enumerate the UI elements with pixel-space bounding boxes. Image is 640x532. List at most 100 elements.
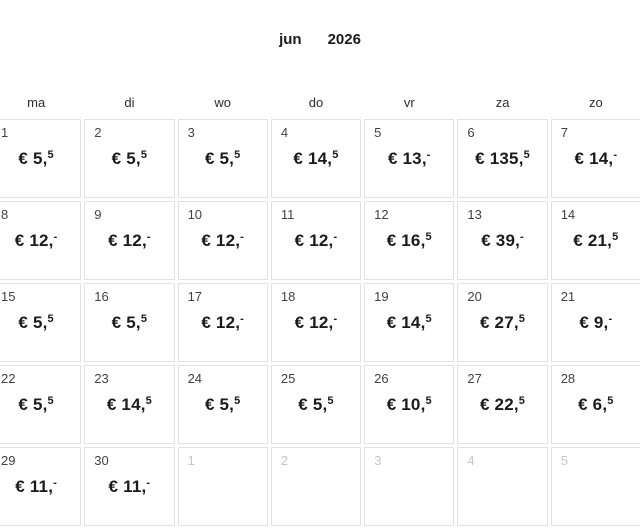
calendar-day-cell[interactable]: 25 € 5,5 [270,365,362,444]
day-number: 22 [1,371,16,386]
day-price-main: € 12, [294,231,334,250]
calendar-day-cell[interactable]: 18 € 12,- [270,283,362,362]
day-price-decimal: 5 [47,149,54,161]
calendar-day-cell[interactable]: 14 € 21,5 [550,201,640,280]
calendar-day-cell[interactable]: 2 € 5,5 [84,119,175,198]
day-price-main: € 39, [481,231,521,250]
day-price-decimal: 5 [140,313,148,325]
day-price-decimal: 5 [518,395,526,407]
day-price-main: € 9, [579,313,609,332]
day-price: € 5,5 [272,395,360,415]
calendar-day-cell[interactable]: 4 € 14,5 [270,119,362,198]
day-price-main: € 6, [578,395,608,414]
day-number: 2 [280,453,289,468]
day-price: € 5,5 [85,313,173,333]
calendar-day-cell[interactable]: 11 € 12,- [270,201,362,280]
calendar-day-cell[interactable]: 19 € 14,5 [364,283,455,362]
day-number: 17 [187,289,203,304]
calendar-day-cell[interactable]: 6 € 135,5 [457,119,548,198]
day-number: 21 [560,289,576,304]
calendar-day-cell[interactable]: 15 € 5,5 [0,283,82,362]
calendar-day-cell[interactable]: 17 € 12,- [177,283,268,362]
day-price: € 12,- [85,231,173,251]
day-price-decimal: - [426,149,431,161]
day-price-main: € 5, [18,149,48,168]
day-price: € 5,5 [0,149,80,169]
day-price-main: € 5, [18,395,48,414]
calendar-day-cell[interactable]: 16 € 5,5 [84,283,175,362]
calendar-day-cell[interactable]: 29 € 11,- [0,447,82,526]
calendar-day-cell[interactable]: 23 € 14,5 [84,365,175,444]
calendar-day-cell[interactable]: 8 € 12,- [0,201,82,280]
weekday-label-do: do [308,95,324,110]
day-number: 5 [560,453,568,468]
calendar-day-cell[interactable]: 5 € 13,- [364,119,455,198]
day-number: 4 [467,453,475,468]
day-price: € 14,- [552,149,640,169]
day-price: € 12,- [0,231,80,251]
calendar-day-cell[interactable]: 22 € 5,5 [0,365,82,444]
calendar-day-cell[interactable]: 13 € 39,- [457,201,548,280]
day-price-main: € 22, [479,395,519,414]
calendar-day-cell[interactable]: 12 € 16,5 [364,201,455,280]
day-price-decimal: 5 [612,231,619,243]
day-price-decimal: - [240,231,245,243]
day-price-decimal: 5 [425,231,432,243]
calendar-day-cell[interactable]: 7 € 14,- [550,119,640,198]
day-price: € 12,- [272,231,360,251]
calendar-day-cell[interactable]: 27 € 22,5 [457,365,548,444]
day-price-main: € 14, [386,313,426,332]
day-number: 18 [280,289,296,304]
day-price-main: € 13, [387,149,427,168]
day-price: € 39,- [458,231,546,251]
day-price-decimal: - [53,477,58,489]
day-price-main: € 10, [386,395,426,414]
day-price: € 5,5 [0,395,80,415]
calendar-day-cell[interactable]: 26 € 10,5 [364,365,455,444]
day-price-main: € 12, [14,231,54,250]
day-price: € 21,5 [552,231,640,251]
day-price: € 27,5 [458,313,546,333]
day-number: 8 [1,207,9,222]
day-price-decimal: 5 [607,395,614,407]
calendar-day-cell[interactable]: 10 € 12,- [177,201,268,280]
weekday-header-row: ma di wo do vr za zo [0,95,640,110]
calendar-day-cell[interactable]: 1 € 5,5 [0,119,82,198]
day-number: 25 [280,371,296,386]
day-price-decimal: 5 [47,395,54,407]
day-price-main: € 14, [293,149,333,168]
day-price: € 5,5 [179,395,267,415]
day-price: € 5,5 [0,313,80,333]
calendar-day-cell[interactable]: 9 € 12,- [84,201,175,280]
calendar-day-cell: 4 [457,447,548,526]
day-number: 14 [560,207,576,222]
day-price-decimal: 5 [518,313,526,325]
day-price-main: € 12, [294,313,334,332]
day-price-decimal: - [520,231,524,243]
day-number: 16 [94,289,109,304]
weekday-label-zo: zo [588,95,603,110]
day-price: € 22,5 [458,395,546,415]
day-number: 3 [187,125,195,140]
day-price: € 135,5 [458,149,546,169]
day-price-decimal: 5 [234,395,241,407]
day-number: 28 [560,371,576,386]
day-number: 11 [280,207,295,222]
day-price-decimal: - [146,231,151,243]
day-price-main: € 27, [479,313,519,332]
day-price-main: € 11, [108,477,147,496]
calendar-day-cell[interactable]: 24 € 5,5 [177,365,268,444]
day-number: 24 [187,371,203,386]
day-price-decimal: 5 [47,313,54,325]
calendar-day-cell[interactable]: 30 € 11,- [84,447,175,526]
day-price: € 11,- [85,477,173,497]
day-number: 9 [94,207,102,222]
calendar-day-cell[interactable]: 21 € 9,- [550,283,640,362]
day-price-main: € 11, [15,477,54,496]
day-price-main: € 16, [386,231,426,250]
day-price-main: € 5, [18,313,48,332]
calendar-day-cell[interactable]: 20 € 27,5 [457,283,548,362]
weekday-label-wo: wo [214,95,232,110]
calendar-day-cell[interactable]: 28 € 6,5 [550,365,640,444]
calendar-day-cell[interactable]: 3 € 5,5 [177,119,268,198]
